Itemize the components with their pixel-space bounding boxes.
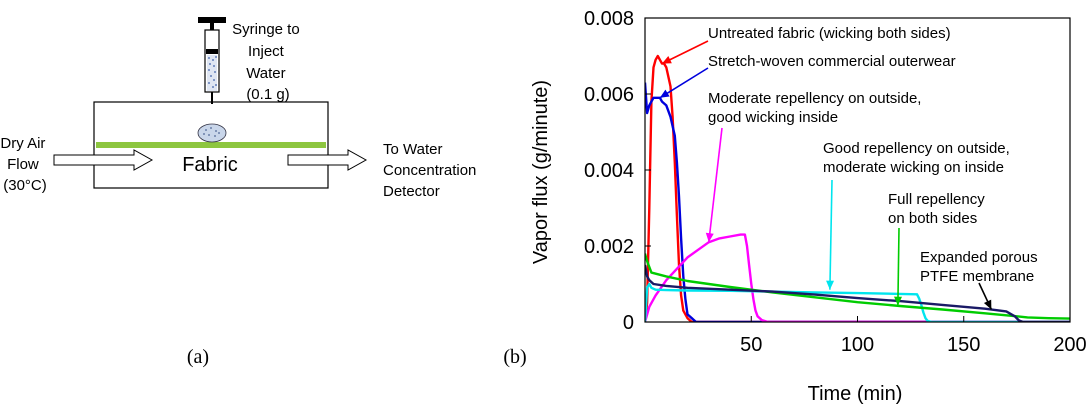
annotation-line: PTFE membrane <box>920 268 1034 285</box>
x-axis-title: Time (min) <box>808 383 903 405</box>
droplet-texture <box>203 127 220 137</box>
annotation-3: Moderate repellency on outside, good wick… <box>705 90 921 243</box>
outlet-label: To Water Concentration Detector <box>383 141 481 200</box>
annotation-pointer <box>897 227 900 306</box>
annotation-line: Moderate repellency on outside, <box>708 90 921 107</box>
x-tick-label: 150 <box>947 334 980 356</box>
annotation-pointer <box>829 179 833 290</box>
syringe-label-line: Inject <box>248 43 285 60</box>
annotation-line: on both sides <box>888 210 977 227</box>
outlet-arrow-icon <box>287 149 368 171</box>
annotation-text: Good repellency on outside, moderate wick… <box>823 140 1010 176</box>
annotation-2: Stretch-woven commercial outerwear <box>659 53 956 99</box>
annotation-pointer <box>659 67 709 99</box>
inlet-label: Dry Air Flow (30°C) <box>0 135 49 194</box>
annotation-line: Full repellency <box>888 191 985 208</box>
annotation-1: Untreated fabric (wicking both sides) <box>661 25 951 65</box>
tick-layer: 50 100 150 200 0 0.002 0.004 0.006 0.008 <box>584 8 1087 356</box>
syringe-label-line: Water <box>246 65 285 82</box>
annotation-line: Stretch-woven commercial outerwear <box>708 53 956 70</box>
outlet-label-line: To Water <box>383 141 442 158</box>
annotation-text: Expanded porous PTFE membrane <box>920 249 1038 285</box>
annotation-arrowhead-icon <box>894 296 903 306</box>
vapor-flux-chart: (b) Time (min) Vapor flux (g/minute) 50 1… <box>503 8 1086 405</box>
annotation-arrowhead-icon <box>662 56 672 64</box>
series-line-3 <box>645 233 1070 322</box>
y-tick-label: 0 <box>623 312 634 334</box>
panel-label-a: (a) <box>187 346 209 368</box>
annotation-arrowhead-icon <box>826 280 835 290</box>
annotation-5: Full repellency on both sides <box>888 191 985 306</box>
setup-diagram: Syringe to Inject Water (0.1 g) Dry Air … <box>0 17 481 368</box>
annotation-text: Moderate repellency on outside, good wick… <box>708 90 921 126</box>
x-tick-label: 100 <box>841 334 874 356</box>
syringe-label: Syringe to Inject Water (0.1 g) <box>232 21 304 103</box>
series-layer <box>645 54 1070 322</box>
annotation-line: good wicking inside <box>708 109 838 126</box>
outlet-label-line: Concentration <box>383 162 476 179</box>
outlet-label-line: Detector <box>383 183 440 200</box>
y-tick-label: 0.002 <box>584 236 634 258</box>
series-line-1 <box>645 54 1070 322</box>
series-line-6 <box>645 264 1070 322</box>
fabric-label: Fabric <box>182 154 238 176</box>
y-axis-title: Vapor flux (g/minute) <box>530 80 552 264</box>
annotation-arrowhead-icon <box>983 299 992 310</box>
annotation-pointer <box>707 127 723 243</box>
x-tick-label: 200 <box>1053 334 1086 356</box>
annotation-text: Untreated fabric (wicking both sides) <box>708 25 951 42</box>
series-line-2 <box>645 82 1070 322</box>
annotation-6: Expanded porous PTFE membrane <box>920 249 1038 310</box>
water-droplet <box>197 123 227 143</box>
annotation-line: Untreated fabric (wicking both sides) <box>708 25 951 42</box>
annotation-arrowhead-icon <box>659 89 670 98</box>
x-tick-label: 50 <box>740 334 762 356</box>
annotation-text: Full repellency on both sides <box>888 191 985 227</box>
series-line-5 <box>645 253 1070 320</box>
annotation-text: Stretch-woven commercial outerwear <box>708 53 956 70</box>
y-tick-label: 0.006 <box>584 84 634 106</box>
annotation-layer: Untreated fabric (wicking both sides) Str… <box>659 25 1038 310</box>
fabric-layer <box>96 142 326 148</box>
inlet-label-line: Flow <box>7 156 39 173</box>
inlet-label-line: Dry Air <box>0 135 45 152</box>
syringe-icon <box>198 17 226 104</box>
panel-label-b: (b) <box>503 346 526 368</box>
y-tick-label: 0.008 <box>584 8 634 30</box>
syringe-label-line: Syringe to <box>232 21 300 38</box>
annotation-line: moderate wicking on inside <box>823 159 1004 176</box>
inlet-arrow-icon <box>53 149 154 171</box>
annotation-arrowhead-icon <box>705 232 714 243</box>
annotation-line: Expanded porous <box>920 249 1038 266</box>
annotation-4: Good repellency on outside, moderate wick… <box>823 140 1010 290</box>
inlet-label-line: (30°C) <box>3 177 47 194</box>
syringe-label-line: (0.1 g) <box>246 86 289 103</box>
series-line-4 <box>645 282 1070 322</box>
annotation-line: Good repellency on outside, <box>823 140 1010 157</box>
y-tick-label: 0.004 <box>584 160 634 182</box>
